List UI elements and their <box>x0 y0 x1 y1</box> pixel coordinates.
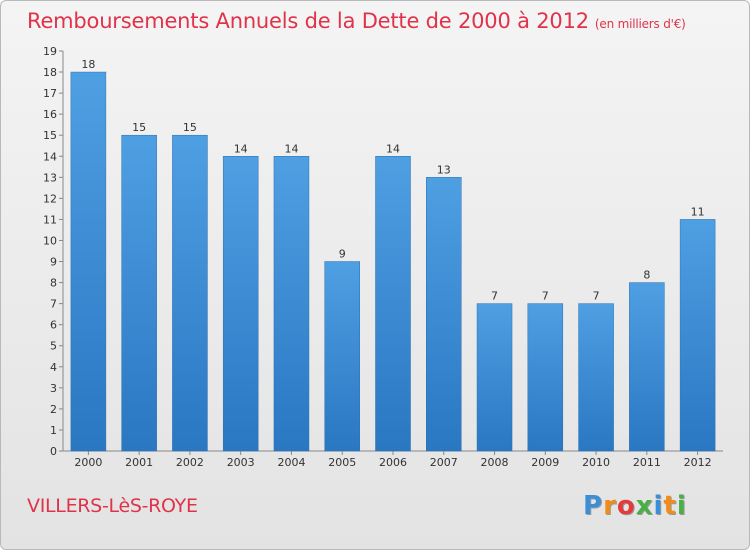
data-label-2006: 14 <box>386 142 400 155</box>
data-label-2011: 8 <box>643 269 650 282</box>
logo-letter: i <box>653 491 664 521</box>
bar-2006 <box>375 156 411 452</box>
bars <box>70 71 716 452</box>
data-label-2001: 15 <box>132 121 146 134</box>
x-tick-label: 2009 <box>531 456 559 469</box>
chart-subtitle: (en milliers d'€) <box>594 17 686 31</box>
bar-2001 <box>121 134 157 452</box>
y-tick-label: 5 <box>50 340 57 353</box>
x-tick-label: 2001 <box>125 456 153 469</box>
y-tick-label: 15 <box>43 129 57 142</box>
proxiti-logo: Proxiti <box>583 491 687 521</box>
chart-title: Remboursements Annuels de la Dette de 20… <box>27 9 686 33</box>
y-tick-label: 17 <box>43 87 57 100</box>
x-axis: 2000 2001 2002 2003 2004 2005 2006 2007 2008 2009… <box>63 450 723 469</box>
logo-letter: i <box>676 491 687 521</box>
data-label-2009: 7 <box>542 290 549 303</box>
y-tick-label: 19 <box>43 45 57 58</box>
bar-2004 <box>273 156 310 452</box>
bar-2011 <box>629 282 665 452</box>
chart-title-text: Remboursements Annuels de la Dette de 20… <box>27 9 589 33</box>
data-label-2008: 7 <box>491 290 498 303</box>
y-tick-label: 4 <box>50 361 57 374</box>
y-tick-label: 13 <box>43 171 57 184</box>
y-tick-label: 0 <box>50 445 57 458</box>
y-tick-label: 18 <box>43 66 57 79</box>
y-tick-label: 1 <box>50 424 57 437</box>
logo-letter: P <box>583 491 604 521</box>
logo-letter: x <box>635 491 654 521</box>
y-tick-label: 8 <box>50 277 57 290</box>
data-label-2012: 11 <box>691 205 705 218</box>
bar-2000 <box>70 71 107 452</box>
y-tick-label: 6 <box>50 319 57 332</box>
x-tick-label: 2004 <box>277 456 305 469</box>
data-label-2007: 13 <box>437 163 451 176</box>
bar-2002 <box>172 134 208 452</box>
y-tick-label: 10 <box>43 234 57 247</box>
data-label-2004: 14 <box>284 142 298 155</box>
data-label-2002: 15 <box>183 121 197 134</box>
data-label-2003: 14 <box>234 142 248 155</box>
x-tick-label: 2007 <box>430 456 458 469</box>
commune-name: VILLERS-LèS-ROYE <box>27 495 198 517</box>
data-labels: 18 15 15 14 14 9 14 13 7 7 7 8 11 <box>81 58 704 303</box>
y-tick-label: 9 <box>50 256 57 269</box>
y-tick-label: 12 <box>43 192 57 205</box>
data-label-2005: 9 <box>339 248 346 261</box>
y-tick-label: 14 <box>43 150 57 163</box>
y-tick-label: 11 <box>43 213 57 226</box>
bar-2003 <box>222 156 259 452</box>
bar-2010 <box>578 303 614 452</box>
x-tick-label: 2006 <box>379 456 407 469</box>
x-tick-label: 2012 <box>684 456 712 469</box>
x-tick-label: 2000 <box>74 456 102 469</box>
y-tick-label: 2 <box>50 403 57 416</box>
bar-2008 <box>476 303 513 452</box>
logo-letter: r <box>603 491 617 521</box>
x-tick-label: 2010 <box>582 456 610 469</box>
bar-2012 <box>679 219 716 452</box>
logo-letter: t <box>663 491 677 521</box>
bar-2005 <box>324 261 360 452</box>
x-tick-label: 2002 <box>176 456 204 469</box>
data-label-2000: 18 <box>81 58 95 71</box>
x-tick-label: 2005 <box>328 456 356 469</box>
bar-2007 <box>426 177 462 452</box>
data-label-2010: 7 <box>593 290 600 303</box>
x-tick-label: 2008 <box>481 456 509 469</box>
y-tick-label: 7 <box>50 298 57 311</box>
logo-letter: o <box>616 491 636 521</box>
y-tick-label: 3 <box>50 382 57 395</box>
x-tick-label: 2003 <box>227 456 255 469</box>
y-tick-label: 16 <box>43 108 57 121</box>
x-tick-label: 2011 <box>633 456 661 469</box>
bar-2009 <box>527 303 564 452</box>
